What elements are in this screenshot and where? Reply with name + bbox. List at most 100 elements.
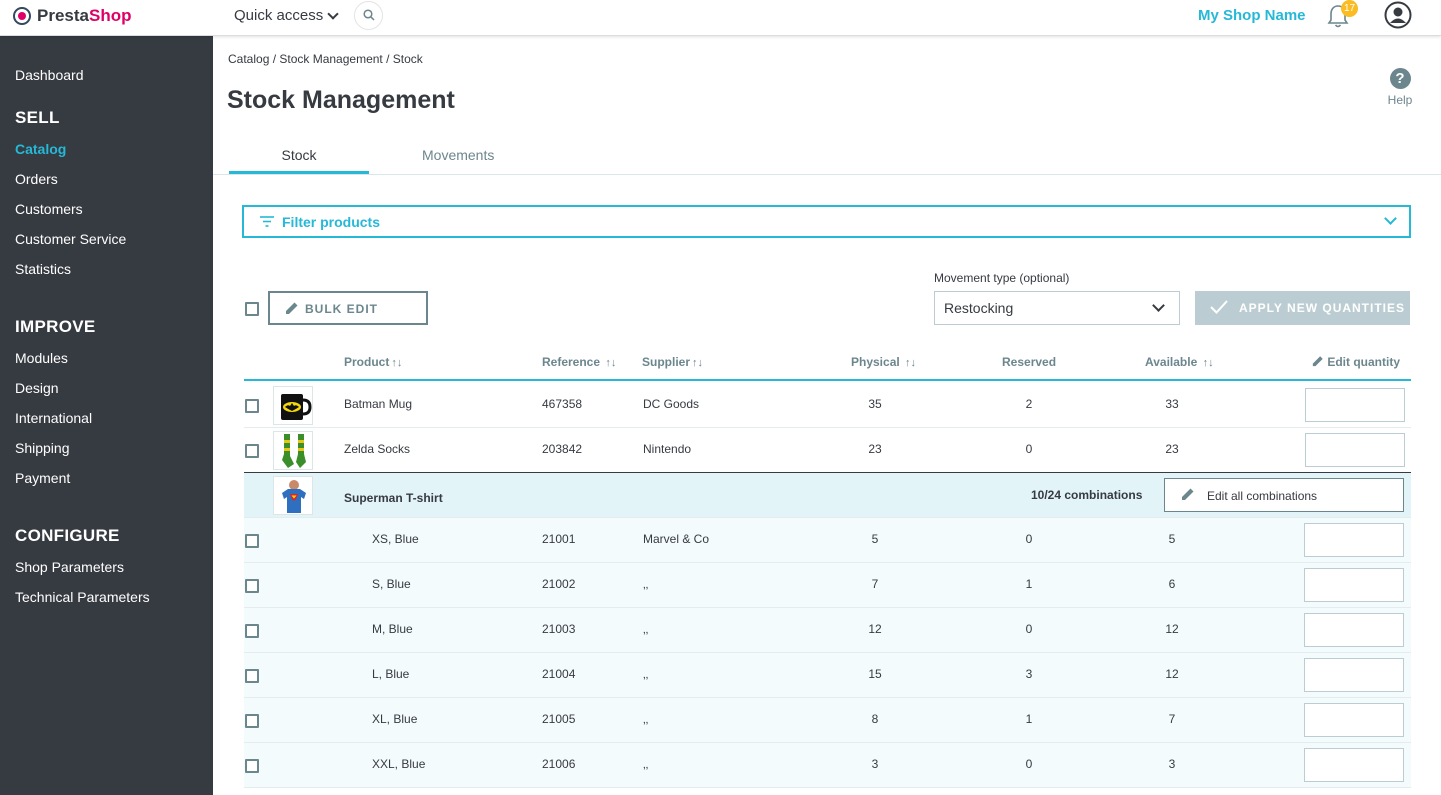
row-checkbox[interactable] [245, 579, 259, 593]
sidebar-section-configure: CONFIGURE [15, 526, 120, 545]
apply-new-quantities-button[interactable]: APPLY NEW QUANTITIES [1195, 291, 1410, 325]
product-header-label: Product [344, 355, 390, 369]
tab-movements[interactable]: Movements [422, 147, 495, 163]
column-header-available[interactable]: Available ↑↓ [1145, 355, 1214, 369]
check-icon [1210, 300, 1228, 314]
sidebar-item-payment[interactable]: Payment [15, 470, 71, 486]
row-checkbox[interactable] [245, 759, 259, 773]
tab-bar: Stock Movements [213, 138, 1441, 175]
sidebar-item-international[interactable]: International [15, 410, 93, 426]
product-supplier: ‚‚ [643, 757, 649, 771]
available-qty: 7 [1168, 712, 1176, 726]
sidebar-item-statistics[interactable]: Statistics [15, 261, 72, 277]
top-bar: PrestaShop Quick access My Shop Name 17 [0, 0, 1441, 36]
reserved-qty: 3 [1025, 667, 1033, 681]
available-qty: 23 [1165, 442, 1179, 456]
row-checkbox[interactable] [245, 624, 259, 638]
select-all-checkbox[interactable] [245, 302, 259, 316]
search-icon [363, 9, 375, 21]
sidebar-section-improve: IMPROVE [15, 317, 96, 336]
sort-icon: ↑↓ [692, 357, 704, 369]
column-header-reference[interactable]: Reference ↑↓ [542, 355, 616, 369]
quick-access-dropdown[interactable]: Quick access [234, 7, 339, 24]
physical-qty: 23 [868, 442, 882, 456]
physical-qty: 15 [868, 667, 882, 681]
row-checkbox[interactable] [245, 669, 259, 683]
movement-type-label: Movement type (optional) [934, 271, 1070, 285]
quick-access-label: Quick access [234, 7, 324, 24]
edit-quantity-input[interactable] [1305, 388, 1405, 422]
product-reference: 21003 [542, 622, 576, 636]
sidebar-item-catalog[interactable]: Catalog [15, 141, 67, 157]
available-qty: 3 [1168, 757, 1176, 771]
table-header-divider [244, 379, 1411, 381]
product-thumbnail [273, 476, 313, 515]
reserved-qty: 0 [1025, 757, 1033, 771]
row-checkbox[interactable] [245, 714, 259, 728]
reserved-qty: 0 [1025, 442, 1033, 456]
sidebar-section-sell: SELL [15, 108, 60, 127]
shop-name-link[interactable]: My Shop Name [1198, 7, 1306, 24]
product-supplier: DC Goods [643, 397, 700, 411]
column-header-reserved: Reserved [1002, 355, 1057, 369]
sidebar-item-design[interactable]: Design [15, 380, 59, 396]
product-name: Batman Mug [344, 397, 413, 411]
sort-icon: ↑↓ [605, 357, 617, 369]
reserved-qty: 0 [1025, 532, 1033, 546]
reserved-qty: 0 [1025, 622, 1033, 636]
column-header-supplier[interactable]: Supplier ↑↓ [642, 355, 703, 369]
edit-quantity-input[interactable] [1305, 433, 1405, 467]
movement-type-select[interactable]: Restocking [934, 291, 1180, 325]
edit-quantity-input[interactable] [1304, 568, 1404, 602]
physical-qty: 5 [871, 532, 879, 546]
page-title: Stock Management [227, 86, 455, 114]
physical-qty: 8 [871, 712, 879, 726]
sidebar-item-orders[interactable]: Orders [15, 171, 58, 187]
edit-quantity-input[interactable] [1304, 748, 1404, 782]
help-button[interactable]: ? Help [1385, 68, 1415, 107]
sidebar-item-customer-service[interactable]: Customer Service [15, 231, 127, 247]
sidebar: Dashboard SELL Catalog Orders Customers … [0, 36, 213, 795]
available-qty: 5 [1168, 532, 1176, 546]
column-header-product[interactable]: Product ↑↓ [344, 355, 402, 369]
edit-quantity-input[interactable] [1304, 658, 1404, 692]
tab-stock[interactable]: Stock [281, 147, 317, 163]
user-avatar-icon[interactable] [1384, 1, 1412, 29]
filter-products-toggle[interactable]: Filter products [242, 205, 1411, 238]
search-button[interactable] [354, 1, 383, 30]
edit-quantity-input[interactable] [1304, 613, 1404, 647]
product-reference: 203842 [542, 442, 583, 456]
row-checkbox[interactable] [245, 399, 259, 413]
edit-quantity-input[interactable] [1304, 703, 1404, 737]
row-checkbox[interactable] [245, 534, 259, 548]
reserved-qty: 1 [1025, 577, 1033, 591]
chevron-down-icon [1152, 299, 1165, 312]
breadcrumb: Catalog / Stock Management / Stock [228, 52, 423, 66]
combination-name: S, Blue [372, 577, 411, 591]
superman-tshirt-image [282, 480, 306, 513]
edit-all-combinations-button[interactable]: Edit all combinations [1164, 478, 1404, 512]
notifications-badge: 17 [1341, 0, 1358, 17]
column-header-physical[interactable]: Physical ↑↓ [851, 355, 916, 369]
product-reference: 467358 [542, 397, 583, 411]
physical-header-label: Physical [851, 355, 900, 369]
sort-icon: ↑↓ [1202, 357, 1214, 369]
available-qty: 33 [1165, 397, 1179, 411]
sidebar-item-dashboard[interactable]: Dashboard [15, 67, 84, 83]
chevron-down-icon [327, 7, 339, 20]
reserved-qty: 1 [1025, 712, 1033, 726]
physical-qty: 3 [871, 757, 879, 771]
sidebar-item-technical-parameters[interactable]: Technical Parameters [15, 589, 150, 605]
prestashop-logo[interactable]: PrestaShop [13, 6, 131, 26]
edit-quantity-input[interactable] [1304, 523, 1404, 557]
sidebar-item-shipping[interactable]: Shipping [15, 440, 70, 456]
product-supplier: ‚‚ [643, 667, 649, 681]
sidebar-item-modules[interactable]: Modules [15, 350, 68, 366]
sidebar-item-shop-parameters[interactable]: Shop Parameters [15, 559, 124, 575]
pencil-icon [1182, 488, 1194, 500]
bulk-edit-button[interactable]: BULK EDIT [268, 291, 428, 325]
sidebar-item-customers[interactable]: Customers [15, 201, 83, 217]
edit-all-label: Edit all combinations [1207, 489, 1318, 503]
row-checkbox[interactable] [245, 444, 259, 458]
pencil-icon [286, 302, 298, 314]
